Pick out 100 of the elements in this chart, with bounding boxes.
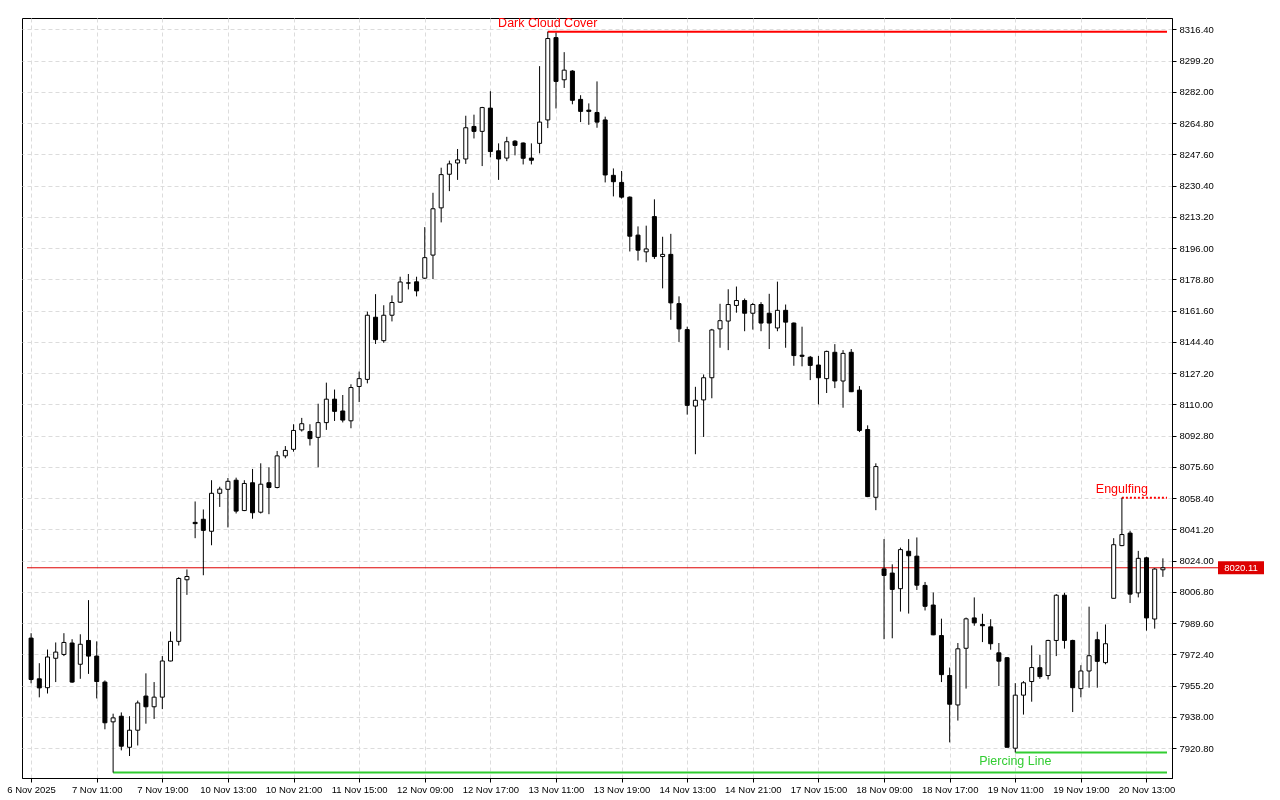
y-tick-label: 7938.00 xyxy=(1179,711,1214,723)
y-tick-label: 8299.20 xyxy=(1179,55,1214,67)
x-tick-label: 18 Nov 17:00 xyxy=(921,783,979,795)
candlestick xyxy=(192,500,198,539)
x-tick-label: 7 Nov 19:00 xyxy=(137,783,189,795)
candlestick xyxy=(750,302,756,331)
x-tick-label: 6 Nov 2025 xyxy=(7,783,56,795)
candlestick xyxy=(168,631,174,662)
candlestick xyxy=(479,106,485,167)
x-tick-label: 14 Nov 21:00 xyxy=(725,783,782,795)
candlestick xyxy=(53,641,59,683)
candlestick xyxy=(815,355,821,405)
y-tick-label: 8092.80 xyxy=(1179,430,1214,442)
candlestick xyxy=(660,236,666,289)
y-tick-label: 8058.40 xyxy=(1179,492,1214,504)
candlestick xyxy=(332,389,338,422)
x-tick-label: 14 Nov 13:00 xyxy=(659,783,716,795)
candlestick xyxy=(561,51,567,89)
candlestick xyxy=(1037,654,1043,680)
candlestick xyxy=(77,633,83,680)
candlestick xyxy=(635,225,641,262)
candlestick xyxy=(799,326,805,367)
candlestick xyxy=(881,538,887,640)
candlestick xyxy=(217,486,223,508)
candlestick xyxy=(184,568,190,596)
candlestick xyxy=(110,713,116,774)
ref-line-label: Engulfing xyxy=(1095,481,1148,496)
y-tick-label: 8264.80 xyxy=(1179,117,1214,129)
candlestick xyxy=(733,286,739,314)
candlestick xyxy=(356,371,362,403)
y-tick-label: 8127.20 xyxy=(1179,367,1214,379)
candlestick xyxy=(397,276,403,304)
candlestick xyxy=(151,681,157,720)
x-tick-label: 13 Nov 19:00 xyxy=(593,783,651,795)
x-tick-label: 7 Nov 11:00 xyxy=(71,783,123,795)
y-tick-label: 7972.40 xyxy=(1179,648,1214,660)
y-tick-label: 8213.20 xyxy=(1179,211,1214,223)
x-tick-label: 19 Nov 19:00 xyxy=(1053,783,1110,795)
candlestick xyxy=(889,563,895,639)
y-tick-label: 7989.60 xyxy=(1179,617,1214,629)
candlestick xyxy=(717,303,723,349)
x-tick-label: 18 Nov 09:00 xyxy=(856,783,913,795)
ref-line-label: Dark Cloud Cover xyxy=(498,15,598,30)
y-tick-label: 8161.60 xyxy=(1179,305,1214,317)
candlestick xyxy=(1020,680,1026,716)
candlestick xyxy=(414,276,420,297)
candlestick xyxy=(692,386,698,455)
x-tick-label: 17 Nov 15:00 xyxy=(790,783,848,795)
candlestick xyxy=(86,599,92,675)
candlestick xyxy=(586,102,592,126)
y-tick-label: 8247.60 xyxy=(1179,148,1214,160)
candlestick xyxy=(979,613,985,643)
candlestick xyxy=(1029,644,1035,703)
y-tick-label: 8110.00 xyxy=(1179,398,1214,410)
candlestick xyxy=(266,466,272,515)
candlestick xyxy=(323,382,329,431)
x-tick-label: 12 Nov 09:00 xyxy=(397,783,454,795)
y-tick-label: 8196.00 xyxy=(1179,242,1214,254)
candlestick xyxy=(774,281,780,332)
candlestick xyxy=(200,508,206,576)
y-tick-label: 7920.80 xyxy=(1179,742,1214,754)
candlestick xyxy=(471,114,477,139)
x-tick-label: 11 Nov 15:00 xyxy=(331,783,388,795)
candlestick xyxy=(315,403,321,468)
candlestick xyxy=(455,148,461,181)
candlestick xyxy=(1078,664,1084,698)
candlestick xyxy=(996,642,1002,687)
candlestick xyxy=(36,662,42,698)
candlestick xyxy=(373,293,379,345)
candlestick xyxy=(643,225,649,263)
candlestick xyxy=(906,538,912,615)
x-tick-label: 19 Nov 11:00 xyxy=(987,783,1044,795)
ref-line-label: 8020.11 xyxy=(1224,561,1258,573)
candlestick xyxy=(619,170,625,200)
candlestick xyxy=(1119,497,1125,547)
candlestick xyxy=(783,304,789,349)
candlestick xyxy=(389,294,395,322)
candlestick xyxy=(971,596,977,627)
candlestick xyxy=(307,423,313,447)
candlestick xyxy=(742,298,748,332)
candlestick xyxy=(725,288,731,351)
x-tick-label: 10 Nov 21:00 xyxy=(265,783,323,795)
y-tick-label: 8075.60 xyxy=(1179,461,1214,473)
candlestick xyxy=(446,160,452,192)
candlestick xyxy=(496,142,502,181)
candlestick xyxy=(127,715,133,757)
candlestick xyxy=(988,618,994,651)
x-tick-label: 12 Nov 17:00 xyxy=(462,783,520,795)
candlestick xyxy=(528,142,534,165)
candlestick xyxy=(758,301,764,332)
candlestick xyxy=(143,672,149,725)
candlestick xyxy=(422,226,428,280)
candlestick xyxy=(1102,623,1108,665)
candlestick xyxy=(701,373,707,438)
x-tick-label: 10 Nov 13:00 xyxy=(200,783,257,795)
candlestick xyxy=(61,632,67,657)
candlestick xyxy=(610,167,616,197)
candlestick xyxy=(1160,557,1166,578)
candlestick xyxy=(340,394,346,423)
candlestick xyxy=(922,581,928,611)
